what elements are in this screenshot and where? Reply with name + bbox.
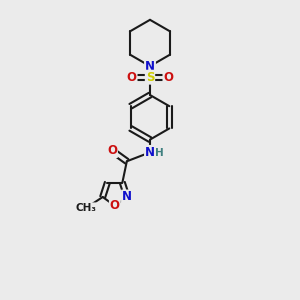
Text: O: O [110, 199, 120, 212]
Text: N: N [145, 146, 155, 159]
Text: N: N [145, 60, 155, 73]
Text: O: O [107, 144, 117, 157]
Text: O: O [164, 71, 173, 84]
Text: H: H [154, 148, 163, 158]
Text: N: N [122, 190, 132, 203]
Text: O: O [127, 71, 136, 84]
Text: CH₃: CH₃ [75, 203, 96, 213]
Text: S: S [146, 71, 154, 84]
